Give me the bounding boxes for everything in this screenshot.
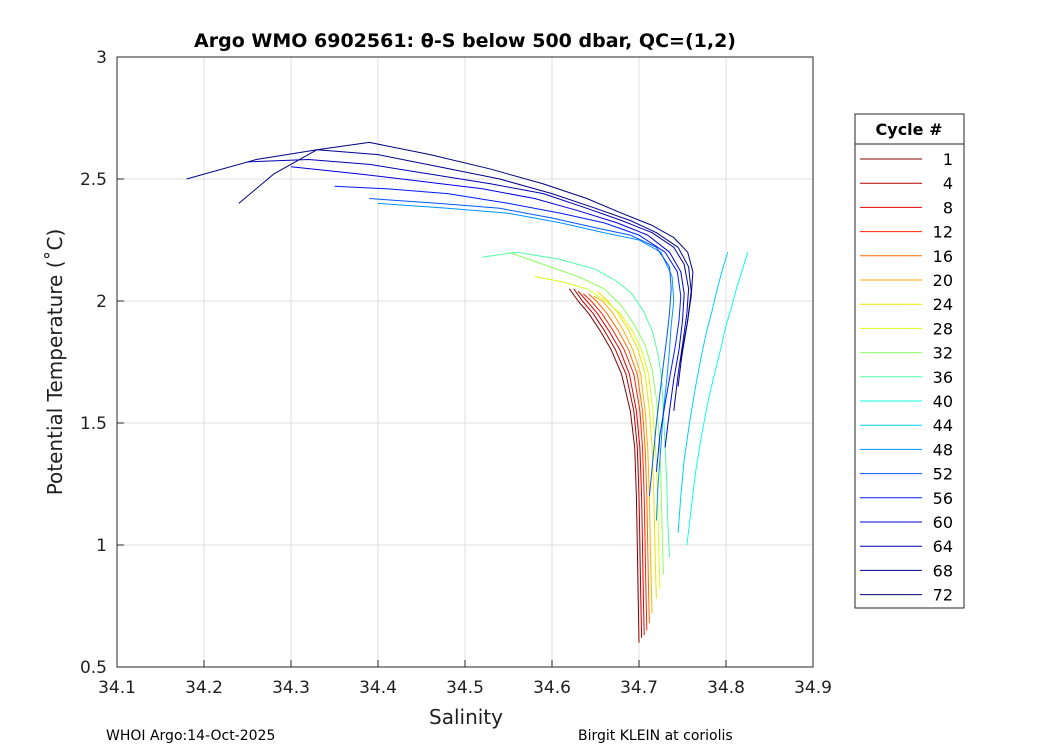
x-tick-label: 34.5 — [446, 678, 484, 698]
legend-entry: 32 — [860, 344, 953, 363]
legend-entry: 40 — [860, 392, 953, 411]
legend-label: 1 — [943, 150, 953, 169]
legend-entry: 52 — [860, 465, 953, 484]
legend-label: 12 — [933, 223, 953, 242]
series-line-cycle-8 — [577, 290, 645, 636]
x-tick-label: 34.1 — [98, 678, 136, 698]
legend-entry: 8 — [860, 198, 953, 217]
series-line-cycle-60 — [290, 166, 685, 448]
legend-box — [854, 113, 965, 609]
legend-label: 60 — [933, 513, 953, 532]
x-tick-label: 34.3 — [272, 678, 310, 698]
y-tick-label: 0.5 — [80, 658, 107, 678]
legend-label: 20 — [933, 271, 953, 290]
footer-left: WHOI Argo:14-Oct-2025 — [106, 728, 275, 744]
legend-entry: 12 — [860, 223, 953, 242]
legend-label: 8 — [943, 198, 953, 217]
y-tick-label: 2 — [96, 292, 107, 312]
series-line-cycle-16 — [588, 293, 650, 624]
legend-label: 68 — [933, 561, 953, 580]
x-tick-label: 34.2 — [185, 678, 223, 698]
legend-label: 52 — [933, 465, 953, 484]
series-line-cycle-1 — [568, 288, 640, 643]
series-line-cycle-32 — [508, 251, 664, 575]
legend: Cycle # 14812162024283236404448525660646… — [854, 113, 965, 609]
x-tick-label: 34.6 — [533, 678, 571, 698]
legend-label: 56 — [933, 489, 953, 508]
x-tick-label: 34.4 — [359, 678, 397, 698]
legend-label: 32 — [933, 344, 953, 363]
grid — [116, 56, 814, 668]
legend-entry: 68 — [860, 561, 953, 580]
legend-entry: 20 — [860, 271, 953, 290]
series-line-cycle-56 — [334, 185, 682, 472]
y-axis-label: Potential Temperature (˚C) — [43, 229, 67, 496]
legend-label: 40 — [933, 392, 953, 411]
legend-entry: 4 — [860, 174, 953, 193]
series-line-cycle-64 — [247, 159, 690, 411]
legend-title: Cycle # — [876, 120, 943, 139]
legend-label: 28 — [933, 319, 953, 338]
legend-label: 72 — [933, 586, 953, 605]
legend-entry: 48 — [860, 440, 953, 459]
footer-right: Birgit KLEIN at coriolis — [578, 728, 733, 744]
legend-label: 36 — [933, 368, 953, 387]
legend-entry: 60 — [860, 513, 953, 532]
y-tick-label: 1.5 — [80, 414, 107, 434]
x-tick-label: 34.8 — [707, 678, 745, 698]
legend-label: 24 — [933, 295, 953, 314]
legend-entry: 16 — [860, 247, 953, 266]
legend-entry: 64 — [860, 537, 953, 556]
series-line-cycle-40 — [686, 252, 749, 546]
chart-title: Argo WMO 6902561: θ-S below 500 dbar, QC… — [194, 30, 736, 52]
legend-label: 64 — [933, 537, 953, 556]
x-tick-label: 34.9 — [794, 678, 832, 698]
y-tick-label: 3 — [96, 48, 107, 68]
series-line-cycle-20 — [593, 295, 653, 614]
legend-label: 4 — [943, 174, 953, 193]
y-tick-label: 2.5 — [80, 170, 107, 190]
series-line-cycle-4 — [573, 288, 643, 638]
series-line-cycle-72 — [238, 141, 694, 363]
legend-entry: 24 — [860, 295, 953, 314]
legend-entry: 28 — [860, 319, 953, 338]
x-axis-label: Salinity — [429, 705, 503, 729]
legend-entry: 56 — [860, 489, 953, 508]
y-tick-label: 1 — [96, 536, 107, 556]
legend-entry: 72 — [860, 586, 953, 605]
series-line-cycle-36 — [482, 251, 670, 558]
legend-entry: 44 — [860, 416, 953, 435]
legend-label: 48 — [933, 440, 953, 459]
series-line-cycle-24 — [596, 290, 657, 599]
x-tick-label: 34.7 — [620, 678, 658, 698]
legend-entry: 36 — [860, 368, 953, 387]
series-line-cycle-52 — [369, 198, 672, 497]
legend-entry: 1 — [860, 150, 953, 169]
plot-series — [186, 141, 749, 643]
series-line-cycle-48 — [377, 202, 675, 521]
series-line-cycle-28 — [534, 276, 661, 589]
axis-ticks: 34.1 34.2 34.3 34.4 34.5 34.6 34.7 34.8 34.9 0.5 1… — [80, 48, 832, 698]
legend-label: 44 — [933, 416, 953, 435]
legend-label: 16 — [933, 247, 953, 266]
series-line-cycle-44 — [677, 252, 729, 533]
series-line-cycle-12 — [582, 293, 648, 631]
